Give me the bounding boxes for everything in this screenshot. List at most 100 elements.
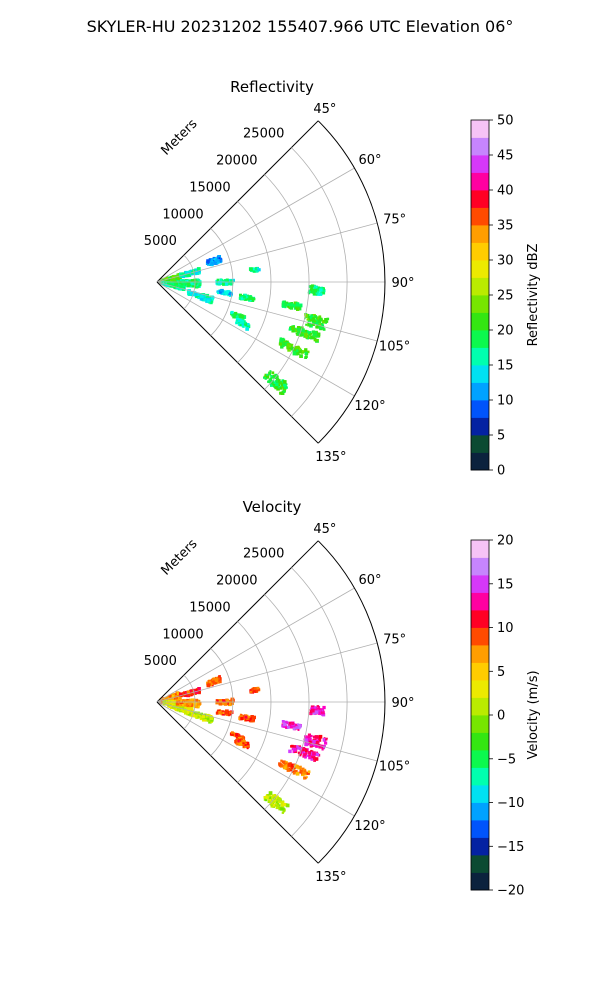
echo-gate (288, 346, 292, 350)
colorbar-segment (471, 242, 489, 261)
echo-gate (210, 682, 214, 686)
echo-gate (321, 748, 324, 751)
colorbar-tick-label: 20 (497, 534, 514, 549)
echo-gate (300, 350, 304, 354)
angle-tick-label: 60° (358, 573, 381, 588)
range-ring (183, 254, 196, 310)
panel-title: Velocity (243, 498, 302, 516)
echo-gate (227, 713, 231, 717)
echo-gate (323, 745, 326, 748)
echo-gate (198, 280, 201, 283)
colorbar-segment (471, 645, 489, 663)
echo-gate (288, 349, 291, 351)
echo-gate (313, 706, 317, 709)
echo-gate (185, 280, 187, 283)
echo-gate (218, 702, 223, 706)
echo-gate (281, 304, 285, 308)
echo-gate (174, 707, 178, 711)
echo-gate (316, 334, 319, 338)
echo-gate (181, 703, 185, 707)
echo-gate (273, 383, 277, 388)
echo-gate (310, 743, 313, 746)
echo-gate (295, 353, 298, 356)
echo-gate (281, 379, 285, 382)
echo-gate (217, 281, 222, 285)
echo-gate (215, 700, 219, 705)
echo-gate (190, 282, 193, 285)
echo-gate (304, 753, 307, 755)
echo-gate (177, 276, 182, 280)
echo-gate (185, 703, 189, 706)
echo-gate (269, 370, 272, 373)
echo-gate (288, 721, 292, 725)
echo-gate (321, 711, 325, 715)
echo-gate (299, 333, 304, 337)
echo-gate (295, 726, 299, 729)
echo-gate (270, 382, 273, 385)
angle-tick-label: 120° (354, 819, 385, 834)
panel-title: Reflectivity (230, 78, 314, 96)
echo-gate (248, 715, 251, 718)
echo-gate (284, 763, 287, 765)
echo-gate (167, 279, 170, 282)
echo-gate (279, 386, 283, 390)
echo-gate (310, 758, 313, 761)
echo-gate (310, 332, 313, 335)
colorbar-segment (471, 330, 489, 348)
echo-gate (176, 285, 179, 288)
echo-gate (210, 717, 213, 721)
echo-gate (285, 766, 289, 770)
echo-gate (280, 345, 284, 349)
echo-gate (297, 330, 301, 334)
echo-gate (272, 804, 275, 807)
echo-gate (190, 280, 194, 285)
echo-gate (290, 303, 294, 307)
colorbar-segment (471, 872, 489, 891)
echo-gate (190, 704, 193, 707)
echo-gate (311, 330, 316, 334)
echo-gate (220, 289, 223, 292)
echo-gate (237, 319, 241, 323)
echo-gate (215, 257, 218, 260)
angle-tick-label: 105° (379, 760, 410, 775)
echo-gate (248, 296, 253, 301)
echo-gate (197, 702, 200, 705)
colorbar: 0 5 10 15 20 25 30 35 40 45 50 Reflectivity dBZ (470, 114, 541, 479)
echo-gate (187, 692, 192, 697)
echo-gate (242, 320, 246, 324)
echo-gate (308, 756, 312, 760)
echo-gate (314, 315, 318, 319)
radial-tick-label: 5000 (144, 234, 177, 249)
echo-gate (312, 739, 316, 744)
echo-gate (275, 795, 279, 800)
echo-gate (269, 373, 272, 376)
colorbar-segment (471, 347, 489, 366)
echo-gate (219, 257, 222, 260)
echo-gate (290, 744, 294, 748)
angle-tick-label: 90° (391, 696, 414, 711)
echo-gate (270, 383, 274, 387)
echo-gate (320, 292, 323, 295)
echo-gate (284, 306, 287, 309)
echo-gate (277, 797, 282, 802)
echo-gate (225, 279, 228, 282)
panel-velocity: Velocity 45° 60° 75° 90° 105° 120° 135° 5000 1000… (144, 498, 541, 899)
echo-gate (186, 706, 190, 711)
echo-gate (313, 745, 316, 747)
echo-gate (277, 386, 280, 389)
echo-gate (321, 713, 326, 717)
echo-gate (249, 718, 254, 723)
echo-gate (292, 727, 296, 731)
echo-gate (280, 759, 283, 762)
echo-gate (275, 383, 279, 387)
colorbar-segment (471, 120, 489, 138)
echo-gate (292, 750, 296, 754)
echo-gate (285, 761, 288, 763)
echo-gate (239, 293, 242, 297)
echo-gate (284, 764, 287, 768)
echo-gate (195, 690, 199, 694)
echo-gate (272, 800, 276, 804)
colorbar-tick-label: 20 (497, 324, 514, 339)
echo-gate (213, 258, 216, 261)
echo-gate (165, 282, 168, 285)
